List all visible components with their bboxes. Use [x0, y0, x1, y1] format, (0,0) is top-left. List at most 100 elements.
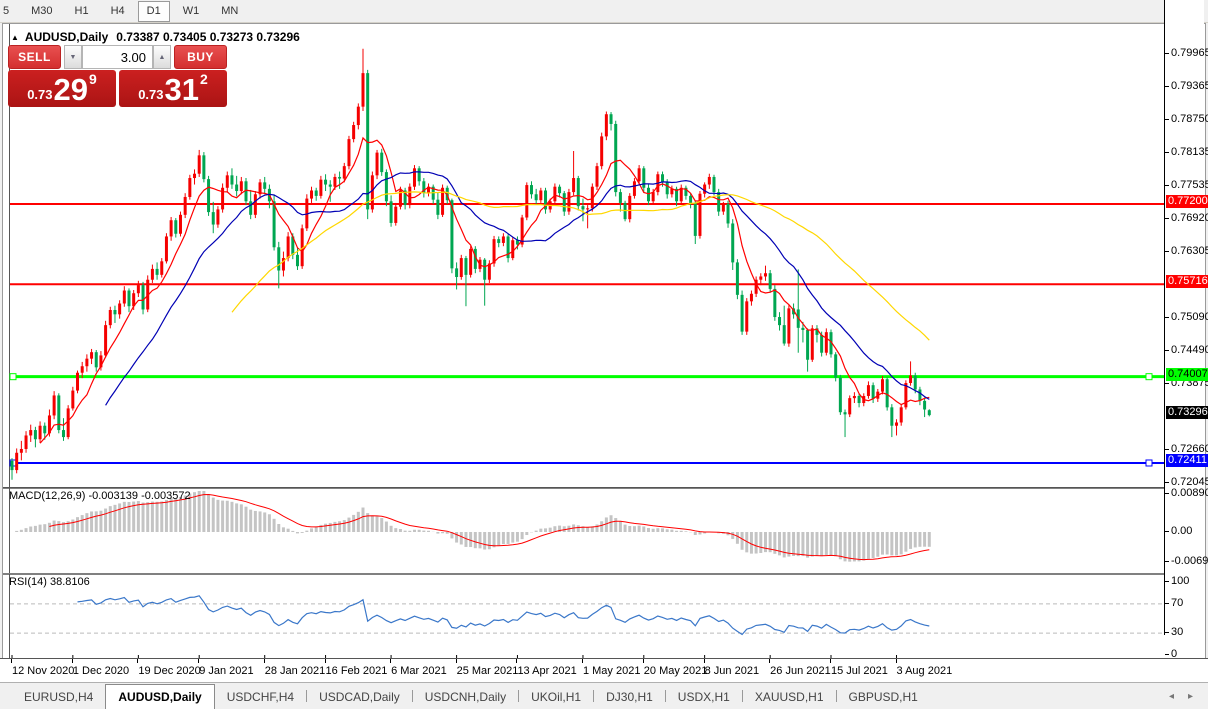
candle-body — [314, 190, 318, 196]
macd-signal-line — [49, 493, 930, 561]
date-tick — [455, 659, 457, 663]
candle-body — [890, 407, 894, 426]
date-axis[interactable]: 12 Nov 2020 1 Dec 2020 19 Dec 2020 9 Jan 20… — [0, 658, 1208, 682]
macd-tick — [1165, 561, 1169, 562]
candle-body — [852, 395, 856, 399]
candle-body — [394, 206, 398, 223]
timeframe-button-H4[interactable]: H4 — [110, 4, 125, 17]
price-chart-pane — [3, 24, 1167, 488]
timeframe-button-W1[interactable]: W1 — [182, 4, 200, 17]
candle-body — [207, 179, 211, 213]
timeframe-button-H1[interactable]: H1 — [74, 4, 89, 17]
buy-button[interactable]: BUY — [174, 45, 227, 69]
candle-body — [249, 201, 253, 215]
sell-button[interactable]: SELL — [8, 45, 61, 69]
price-level-badge-0.74007: 0.74007 — [1166, 367, 1208, 381]
candle-body — [380, 152, 384, 173]
candle-body — [47, 415, 51, 434]
chart-tab-UKOil-H1[interactable]: UKOil,H1 — [531, 689, 582, 704]
chart-tab-DJ30-H1[interactable]: DJ30,H1 — [606, 689, 653, 704]
candle-body — [492, 239, 496, 264]
candle-body — [197, 155, 201, 174]
candle-body — [127, 290, 131, 307]
timeframe-button-D1[interactable]: D1 — [137, 0, 170, 22]
candle-body — [651, 192, 655, 202]
candle-body — [300, 228, 304, 267]
price-level-badge-0.72411: 0.72411 — [1166, 453, 1208, 467]
chart-tab-GBPUSD-H1[interactable]: GBPUSD,H1 — [848, 689, 918, 704]
level-handle-left[interactable] — [9, 373, 17, 381]
date-label: 26 Jun 2021 — [770, 665, 831, 677]
level-handle-right[interactable] — [1145, 373, 1153, 381]
chart-tab-USDCNH-Daily[interactable]: USDCNH,Daily — [424, 689, 507, 704]
candle-body — [529, 185, 533, 195]
level-handle-right[interactable] — [1145, 459, 1153, 467]
candle-body — [43, 425, 47, 434]
price-tick-label: 0.78750 — [1171, 113, 1208, 126]
price-level-badge-0.77200: 0.77200 — [1166, 195, 1208, 208]
chart-title: ▲ AUDUSD,Daily 0.73387 0.73405 0.73273 0… — [11, 30, 300, 44]
tab-scroll-left-icon[interactable]: ◂ — [1168, 690, 1174, 702]
candle-body — [272, 201, 276, 248]
date-label: 8 Jun 2021 — [704, 665, 760, 677]
macd-tick — [1165, 492, 1169, 494]
chart-tab-AUDUSD-Daily[interactable]: AUDUSD,Daily — [105, 684, 215, 709]
candle-body — [544, 190, 548, 210]
candle-body — [80, 366, 84, 373]
chart-window: ▲ AUDUSD,Daily 0.73387 0.73405 0.73273 0… — [2, 23, 1206, 682]
date-tick — [516, 659, 518, 663]
chart-tab-XAUUSD-H1[interactable]: XAUUSD,H1 — [754, 689, 824, 704]
candle-body — [604, 114, 608, 137]
candle-body — [281, 258, 285, 271]
volume-input[interactable]: 3.00 — [82, 45, 153, 69]
price-tick — [1165, 53, 1169, 55]
candle-body — [586, 208, 590, 210]
rsi-line — [77, 595, 930, 636]
rsi-tick-label: 0 — [1171, 648, 1178, 660]
price-tick — [1165, 382, 1169, 384]
candle-body — [113, 309, 117, 315]
sell-price-panel[interactable]: 0.73 29 9 — [8, 70, 116, 107]
price-tick-label: 0.79965 — [1171, 47, 1208, 60]
date-tick — [324, 659, 326, 663]
candle-body — [66, 408, 70, 438]
chart-tab-USDCHF-H4[interactable]: USDCHF,H4 — [226, 689, 295, 704]
candle-body — [164, 236, 168, 262]
candle-body — [778, 317, 782, 326]
volume-increase-button[interactable]: ▲ — [153, 45, 171, 69]
chart-tab-USDX-H1[interactable]: USDX,H1 — [677, 689, 730, 704]
symbol-triangle-icon[interactable]: ▲ — [11, 32, 19, 42]
timeframe-button-M30[interactable]: M30 — [31, 4, 53, 17]
candle-body — [506, 236, 510, 259]
candle-body — [595, 166, 599, 187]
candle-body — [792, 308, 796, 315]
candle-body — [408, 186, 412, 206]
candle-body — [810, 328, 814, 360]
buy-price-panel[interactable]: 0.73 31 2 — [119, 70, 227, 107]
price-tick — [1165, 218, 1169, 220]
date-label: 6 Mar 2021 — [391, 665, 447, 677]
chart-tab-EURUSD-H4[interactable]: EURUSD,H4 — [24, 689, 94, 704]
price-axis[interactable]: 0.79965 0.79365 0.78750 0.78135 0.77535 0.769… — [1164, 0, 1208, 660]
volume-decrease-button[interactable]: ▼ — [64, 45, 82, 69]
date-label: 12 Nov 2020 — [12, 665, 75, 677]
candle-body — [689, 195, 693, 203]
candle-body — [913, 375, 917, 390]
candle-body — [483, 259, 487, 280]
price-tick — [1165, 152, 1169, 154]
chart-tab-USDCAD-Daily[interactable]: USDCAD,Daily — [319, 689, 400, 704]
candle-body — [441, 187, 445, 215]
timeframe-button-MN[interactable]: MN — [221, 4, 239, 17]
tab-separator — [593, 690, 595, 702]
tab-separator — [306, 690, 308, 702]
candle-body — [866, 385, 870, 396]
candle-body — [646, 187, 650, 202]
price-tick-label: 0.72660 — [1171, 442, 1208, 455]
candle-body — [534, 194, 538, 201]
candle-body — [141, 285, 145, 310]
candle-body — [57, 395, 61, 431]
timeframe-button-5[interactable]: 5 — [3, 4, 10, 17]
tab-scroll-right-icon[interactable]: ▸ — [1187, 690, 1193, 702]
date-label: 28 Jan 2021 — [264, 665, 326, 677]
candle-body — [132, 293, 136, 307]
